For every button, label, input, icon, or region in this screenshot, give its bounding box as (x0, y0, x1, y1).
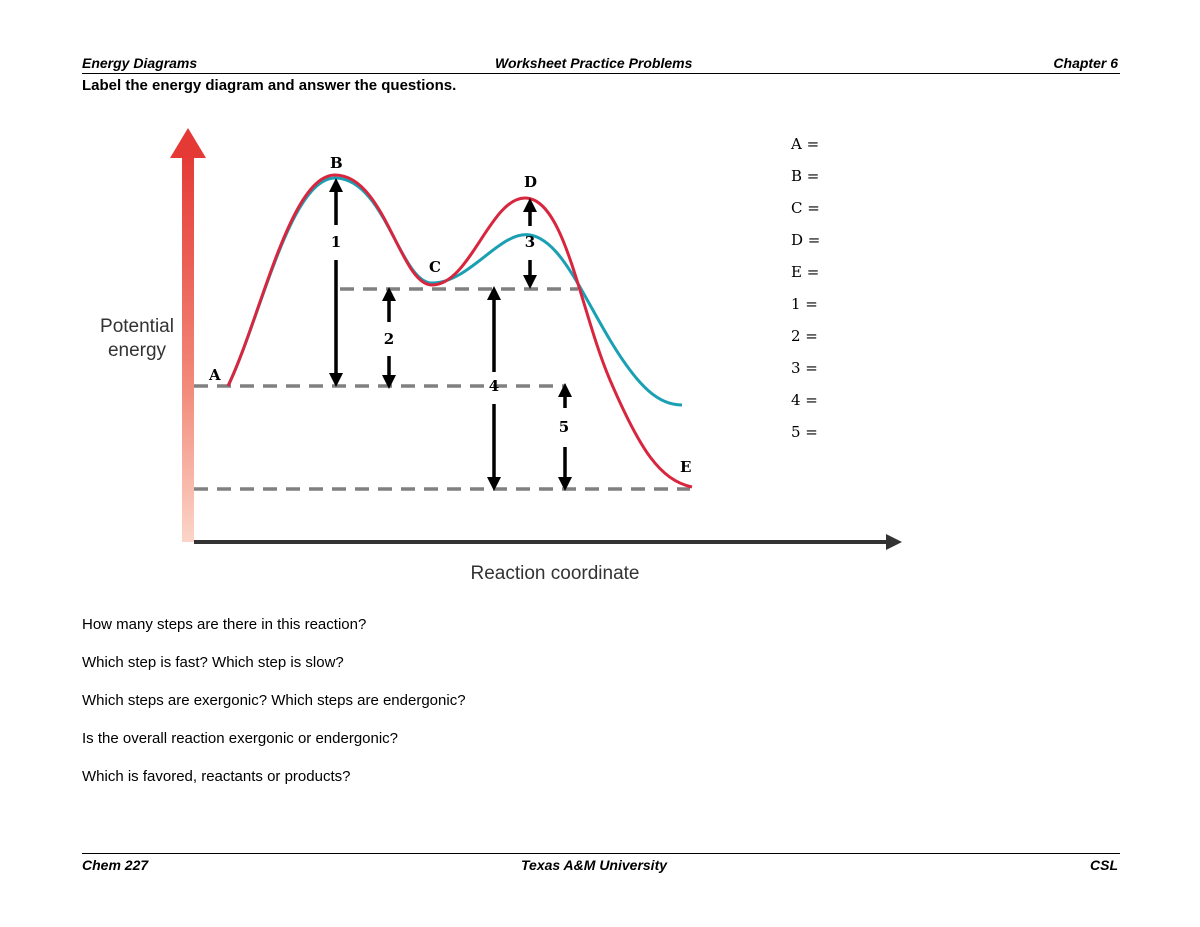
page-header: Energy Diagrams Worksheet Practice Probl… (82, 55, 1120, 73)
blank-4: 4 = (791, 391, 818, 409)
questions: How many steps are there in this reactio… (82, 615, 466, 805)
blank-c: C = (791, 199, 820, 217)
y-axis-label-line2: energy (108, 340, 167, 361)
arrow-label-5: 5 (559, 418, 569, 436)
answer-blanks: A = B = C = D = E = 1 = 2 = 3 = 4 = 5 = (791, 134, 820, 454)
footer-rule (82, 853, 1120, 854)
point-label-d: D (524, 173, 537, 191)
point-label-e: E (680, 458, 691, 476)
y-axis (182, 152, 194, 542)
x-axis-arrowhead (886, 534, 902, 550)
blank-3: 3 = (791, 359, 818, 377)
question-3: Which steps are exergonic? Which steps a… (82, 692, 466, 709)
header-center: Worksheet Practice Problems (495, 55, 693, 71)
blank-e: E = (791, 263, 820, 281)
question-4: Is the overall reaction exergonic or end… (82, 730, 399, 747)
arrow-label-4: 4 (489, 377, 499, 395)
blank-d: D = (791, 231, 821, 249)
y-axis-arrowhead (170, 128, 206, 158)
instruction: Label the energy diagram and answer the … (82, 77, 457, 94)
footer-center: Texas A&M University (521, 857, 668, 873)
header-left: Energy Diagrams (82, 55, 198, 71)
point-label-c: C (429, 258, 441, 276)
point-label-a: A (208, 366, 221, 384)
blank-1: 1 = (791, 295, 818, 313)
header-rule (82, 73, 1120, 74)
blank-5: 5 = (791, 423, 818, 441)
arrow-label-2: 2 (384, 330, 394, 348)
blank-b: B = (791, 167, 820, 185)
question-2: Which step is fast? Which step is slow? (82, 654, 344, 671)
y-axis-label-line1: Potential (100, 316, 174, 337)
reference-lines (194, 287, 690, 491)
footer-left: Chem 227 (82, 857, 149, 873)
header-right: Chapter 6 (1053, 55, 1118, 71)
page-footer: Chem 227 Texas A&M University CSL (82, 857, 1120, 875)
red-energy-curve (226, 173, 693, 489)
energy-arrows (329, 178, 572, 491)
x-axis-label: Reaction coordinate (471, 563, 640, 584)
question-1: How many steps are there in this reactio… (82, 616, 367, 633)
arrow-label-1: 1 (331, 233, 341, 251)
question-5: Which is favored, reactants or products? (82, 768, 351, 785)
point-label-b: B (330, 154, 343, 172)
blank-a: A = (791, 135, 820, 153)
blank-2: 2 = (791, 327, 818, 345)
footer-right: CSL (1090, 857, 1118, 873)
arrow-label-3: 3 (525, 233, 535, 251)
